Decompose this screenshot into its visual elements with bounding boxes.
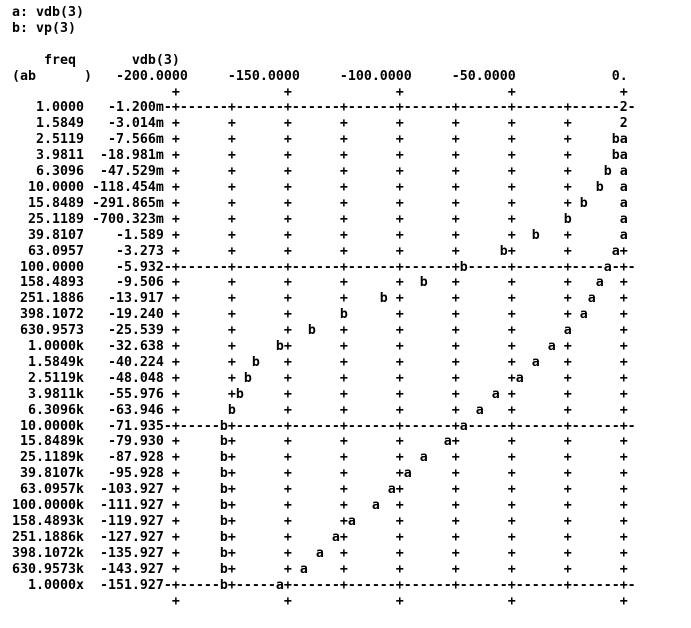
ascii-bode-plot: a: vdb(3) b: vp(3) freq vdb(3) (ab ) -20… <box>11 5 636 609</box>
